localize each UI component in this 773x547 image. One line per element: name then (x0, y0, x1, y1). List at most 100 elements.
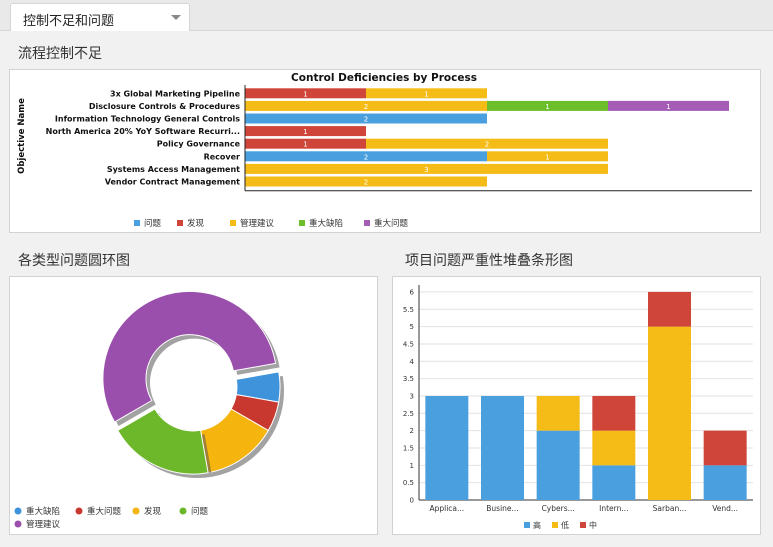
bar-data-label-3x-global-marketing-pipeline-1: 1 (303, 90, 307, 98)
bar-segment-disclosure-controls-procedures-3 (487, 100, 608, 111)
category-label-systems-access-management: Systems Access Management (107, 165, 240, 174)
legend-label-2: 管理建议 (240, 218, 275, 229)
chevron-down-icon[interactable] (171, 15, 181, 20)
y-tick-label-4: 2 (410, 427, 414, 435)
bar-segment-sarban-2 (648, 291, 691, 327)
bar-segment-disclosure-controls-procedures-2 (245, 100, 487, 111)
legend-dot-4 (14, 520, 22, 528)
legend-dot-0 (14, 507, 22, 515)
bar-data-label-policy-governance-2: 2 (485, 141, 489, 149)
bar-segment-recover-0 (245, 151, 487, 162)
bar-segment-cybers-0 (536, 430, 580, 500)
bar-segment-disclosure-controls-procedures-4 (608, 100, 729, 111)
y-tick-label-7: 3.5 (403, 375, 414, 383)
legend-swatch-2 (230, 220, 236, 226)
bar-segment-information-technology-general-controls-0 (245, 113, 487, 124)
category-label-vendor-contract-management: Vendor Contract Management (105, 178, 240, 187)
y-axis-label: Objective Name (17, 98, 27, 174)
legend-swatch-0 (524, 522, 530, 528)
legend-label-1: 低 (561, 520, 569, 530)
bar-segment-vend-0 (703, 465, 747, 500)
y-tick-label-0: 0 (410, 497, 414, 505)
legend-label-2: 发现 (144, 506, 162, 517)
severity-stacked-chart: 0 0.5 1 1.5 2 2.5 3 3.5 4 4.5 5 5.5 6 Applica... Busin… (403, 285, 753, 530)
legend-swatch-1 (177, 220, 183, 226)
x-tick-label-busine: Busine... (486, 504, 518, 513)
category-label-3x-global-marketing-pipeline: 3x Global Marketing Pipeline (110, 89, 241, 98)
bar-segment-3x-global-marketing-pipeline-2 (366, 88, 487, 99)
donut-slice-3 (117, 408, 209, 475)
bar-segment-intern-2 (592, 395, 636, 431)
legend-label-4: 重大问题 (374, 218, 409, 229)
category-label-disclosure-controls-procedures: Disclosure Controls & Procedures (89, 102, 240, 111)
tab-bar: 控制不足和问题 (0, 0, 773, 31)
x-tick-label-intern: Intern... (599, 504, 628, 513)
category-label-north-america-20-yoy-software-recurri: North America 20% YoY Software Recurri..… (46, 127, 240, 136)
section-title-process: 流程控制不足 (18, 46, 102, 62)
section-title-stacked: 项目问题严重性堆叠条形图 (405, 253, 573, 269)
legend-swatch-0 (134, 220, 140, 226)
donut-chart-panel: 重大缺陷 重大问题 发现 问题管理建议 (9, 276, 378, 535)
bar-segment-intern-1 (592, 430, 636, 466)
bar-data-label-policy-governance-1: 1 (303, 141, 307, 149)
bar-data-label-disclosure-controls-procedures-3: 1 (545, 103, 549, 111)
legend-label-3: 重大缺陷 (309, 218, 343, 229)
stacked-chart-panel: 0 0.5 1 1.5 2 2.5 3 3.5 4 4.5 5 5.5 6 Applica... Busin… (392, 276, 761, 535)
y-tick-label-12: 6 (410, 288, 415, 296)
legend-dot-3 (179, 507, 187, 515)
section-title-donut: 各类型问题圆环图 (18, 253, 130, 269)
bar-segment-3x-global-marketing-pipeline-1 (245, 88, 366, 99)
x-tick-label-applica: Applica... (429, 504, 464, 513)
y-tick-label-11: 5.5 (403, 306, 414, 314)
y-tick-label-6: 3 (410, 392, 414, 400)
process-deficiency-chart: Control Deficiencies by Process Objective… (17, 72, 752, 229)
bar-data-label-disclosure-controls-procedures-4: 1 (666, 103, 670, 111)
x-tick-label-sarban: Sarban... (653, 504, 687, 513)
process-chart-panel: Control Deficiencies by Process Objective… (9, 69, 761, 233)
legend-swatch-3 (299, 220, 305, 226)
legend-label-0: 问题 (144, 219, 162, 229)
bar-segment-north-america-20-yoy-software-recurri-1 (245, 126, 366, 137)
category-label-policy-governance: Policy Governance (157, 140, 241, 149)
bar-data-label-recover-0: 2 (364, 153, 368, 161)
bar-segment-applica-0 (425, 395, 469, 500)
legend-label-0: 重大缺陷 (26, 506, 60, 517)
x-tick-label-cybers: Cybers... (542, 504, 575, 513)
bar-data-label-information-technology-general-controls-0: 2 (364, 116, 368, 124)
x-tick-label-vend: Vend... (712, 504, 738, 513)
tab-deficiencies-issues[interactable]: 控制不足和问题 (10, 3, 190, 31)
bar-segment-sarban-1 (648, 326, 691, 500)
legend-label-1: 重大问题 (87, 506, 122, 517)
legend-label-2: 中 (589, 520, 597, 530)
y-tick-label-8: 4 (410, 358, 415, 366)
bar-segment-vendor-contract-management-2 (245, 176, 487, 187)
y-tick-label-3: 1.5 (403, 444, 414, 452)
bar-segment-cybers-1 (536, 395, 580, 431)
y-tick-label-1: 0.5 (403, 479, 414, 487)
bar-segment-vend-2 (703, 430, 747, 466)
legend-label-1: 发现 (187, 218, 205, 229)
legend-swatch-2 (580, 522, 586, 528)
bar-segment-busine-0 (481, 395, 524, 500)
legend-label-4: 管理建议 (26, 519, 61, 530)
bar-data-label-vendor-contract-management-2: 2 (364, 179, 368, 187)
y-tick-label-10: 5 (410, 323, 414, 331)
bar-segment-policy-governance-2 (366, 138, 608, 149)
bar-segment-policy-governance-1 (245, 138, 366, 149)
tab-label: 控制不足和问题 (23, 14, 115, 29)
legend-swatch-1 (552, 522, 558, 528)
bar-data-label-north-america-20-yoy-software-recurri-1: 1 (303, 128, 307, 136)
bar-segment-recover-2 (487, 151, 608, 162)
y-tick-label-2: 1 (410, 462, 414, 470)
donut-slice-4 (102, 290, 277, 423)
category-label-information-technology-general-controls: Information Technology General Controls (55, 115, 240, 124)
legend-label-3: 问题 (191, 507, 209, 517)
legend-swatch-4 (364, 220, 370, 226)
legend-dot-2 (132, 507, 140, 515)
bar-segment-intern-0 (592, 465, 636, 500)
bar-data-label-3x-global-marketing-pipeline-2: 1 (424, 90, 428, 98)
bar-segment-systems-access-management-2 (245, 163, 608, 174)
y-tick-label-9: 4.5 (403, 340, 414, 348)
legend-dot-1 (75, 507, 83, 515)
